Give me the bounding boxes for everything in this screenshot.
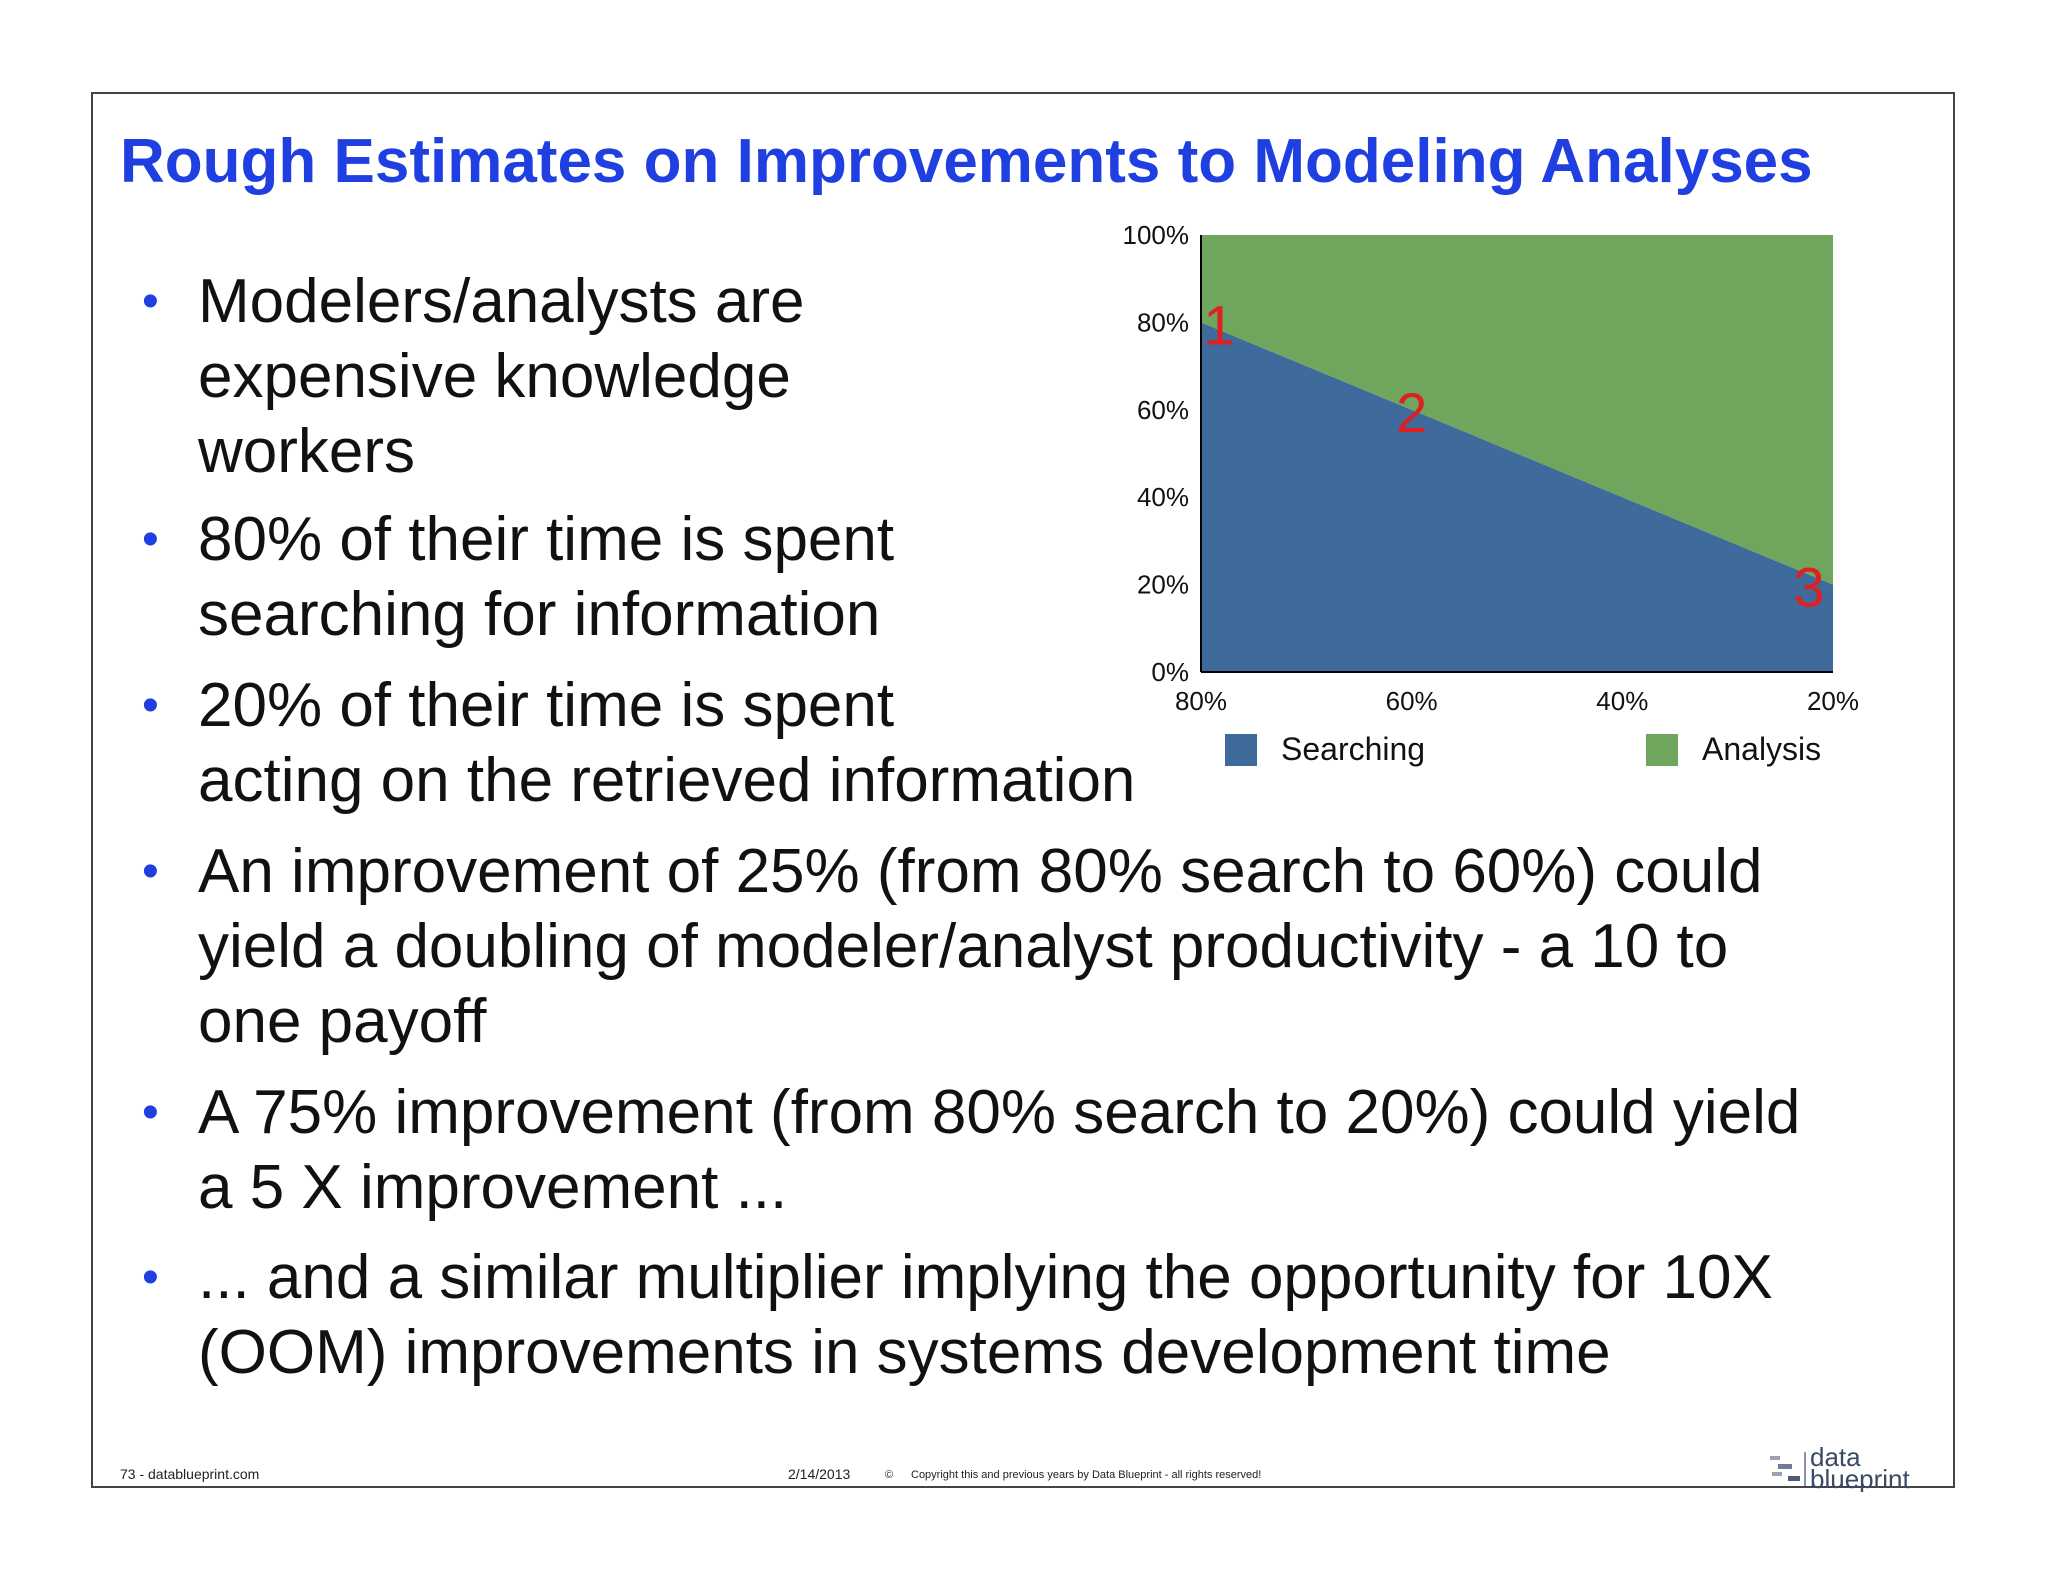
stacked-area-chart: 0% 20% 40% 60% 80% 100% 80% 60% 40% 20% 1 2 3 Searchi… xyxy=(1123,220,1860,767)
y-tick-label: 80% xyxy=(1137,307,1189,337)
slide-title: Rough Estimates on Improvements to Model… xyxy=(120,127,1813,196)
annotation-label: 2 xyxy=(1396,381,1427,444)
x-tick-label: 40% xyxy=(1596,686,1648,716)
x-tick-label: 20% xyxy=(1807,686,1859,716)
x-tick-label: 80% xyxy=(1175,686,1227,716)
area-series-analysis xyxy=(1201,235,1833,585)
footer-copyright-symbol: © xyxy=(885,1469,894,1481)
legend-label-searching: Searching xyxy=(1281,731,1425,767)
area-series-searching xyxy=(1201,322,1833,672)
legend-swatch-searching xyxy=(1225,734,1257,766)
y-tick-label: 60% xyxy=(1137,395,1189,425)
footer-date: 2/14/2013 xyxy=(788,1466,851,1482)
x-tick-label: 60% xyxy=(1386,686,1438,716)
annotation-label: 3 xyxy=(1793,556,1824,619)
y-tick-label: 100% xyxy=(1123,220,1190,250)
legend-swatch-analysis xyxy=(1646,734,1678,766)
annotation-label: 1 xyxy=(1203,293,1234,356)
data-blueprint-logo: data blueprint xyxy=(1770,1442,1911,1492)
legend-label-analysis: Analysis xyxy=(1702,731,1821,767)
y-tick-label: 40% xyxy=(1137,482,1189,512)
logo-text-blueprint: blueprint xyxy=(1810,1464,1911,1492)
footer-page: 73 - datablueprint.com xyxy=(120,1466,260,1482)
y-tick-label: 0% xyxy=(1151,657,1189,687)
logo-text-data: data xyxy=(1810,1442,1861,1472)
y-tick-label: 20% xyxy=(1137,570,1189,600)
footer-copyright: Copyright this and previous years by Dat… xyxy=(911,1469,1262,1481)
